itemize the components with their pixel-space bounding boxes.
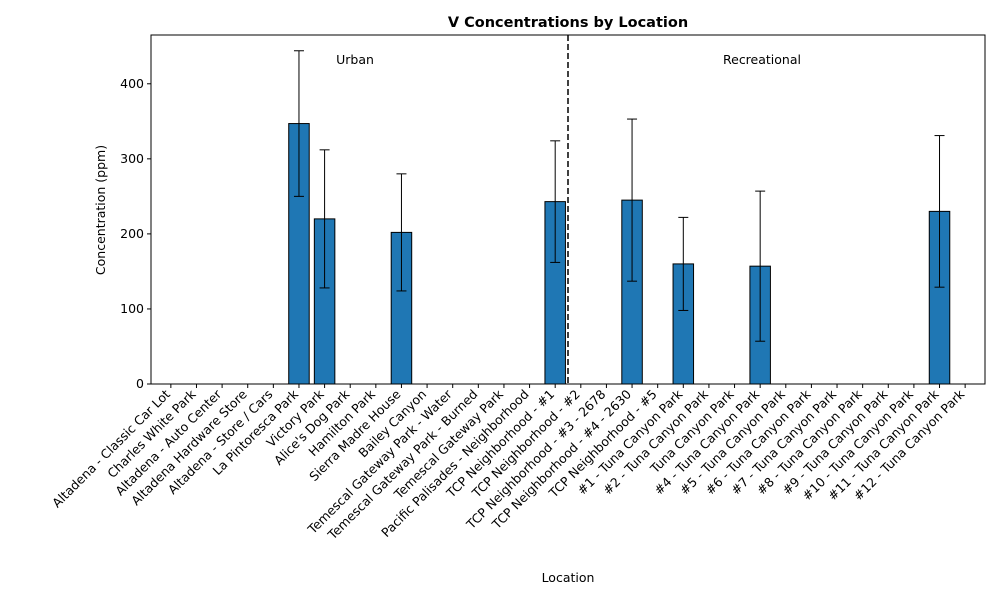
y-tick-label: 400: [120, 76, 144, 91]
error-bar: [396, 173, 407, 292]
error-bar: [319, 149, 330, 289]
y-tick-label: 0: [136, 376, 144, 391]
error-bar: [678, 216, 689, 311]
chart-title: V Concentrations by Location: [448, 15, 688, 31]
y-tick-label: 300: [120, 151, 144, 166]
x-axis-label: Location: [542, 570, 595, 585]
error-bar: [293, 50, 304, 197]
error-bar: [627, 118, 638, 282]
plot-frame: [150, 34, 986, 385]
error-bar: [550, 140, 561, 263]
error-bar: [755, 190, 766, 342]
error-bar: [934, 135, 945, 288]
y-tick-label: 200: [120, 226, 144, 241]
group-label-recreational: Recreational: [723, 52, 801, 67]
group-label-urban: Urban: [336, 52, 374, 67]
y-tick-label: 100: [120, 301, 144, 316]
y-axis-label: Concentration (ppm): [93, 145, 108, 275]
